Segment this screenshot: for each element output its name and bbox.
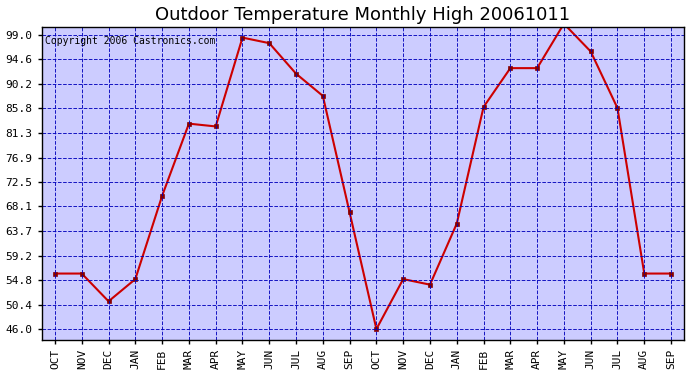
Title: Outdoor Temperature Monthly High 20061011: Outdoor Temperature Monthly High 2006101… <box>155 6 571 24</box>
Text: Copyright 2006 Castronics.com: Copyright 2006 Castronics.com <box>45 36 215 46</box>
